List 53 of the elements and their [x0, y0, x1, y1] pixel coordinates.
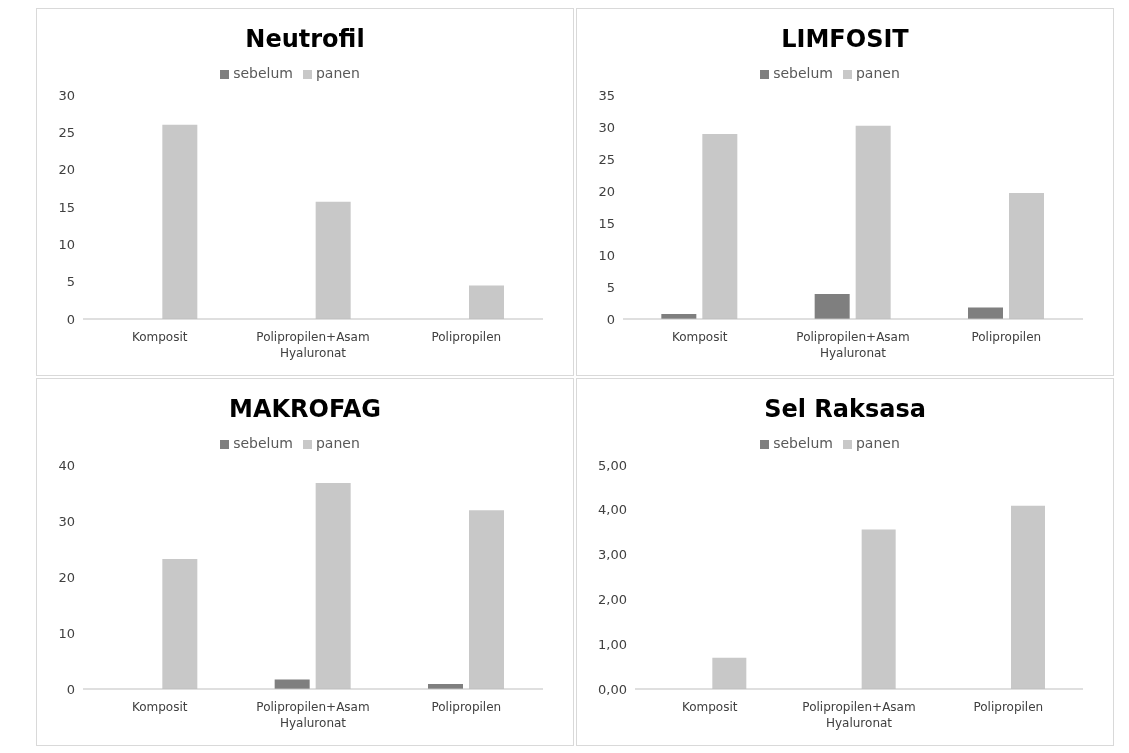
- y-tick-label: 10: [58, 625, 75, 641]
- chart-title: LIMFOSIT: [780, 24, 910, 55]
- y-tick-label: 0: [66, 311, 75, 327]
- chart-title: MAKROFAG: [228, 394, 382, 425]
- legend-label: panen: [855, 65, 900, 81]
- y-tick-label: 10: [598, 247, 615, 263]
- y-tick-label: 4,00: [598, 502, 627, 518]
- y-tick-label: 0: [66, 681, 75, 697]
- y-tick-label: 30: [58, 513, 75, 529]
- bar: [274, 679, 310, 689]
- x-tick-label: Polipropilen+Asam Hyaluronat: [796, 330, 910, 360]
- y-tick-label: 0,00: [598, 681, 627, 697]
- x-tick-label: Polipropilen: [971, 330, 1042, 344]
- x-tick-label: Komposit: [131, 330, 188, 344]
- y-tick-label: 2,00: [598, 592, 627, 608]
- y-tick-label: 30: [58, 87, 75, 103]
- x-tick-label: Komposit: [681, 700, 738, 714]
- chart-title: Neutrofil: [244, 24, 366, 55]
- legend-label: sebelum: [773, 65, 833, 81]
- x-tick-label: Polipropilen: [431, 700, 502, 714]
- y-tick-label: 0: [606, 311, 615, 327]
- x-tick-label: Komposit: [671, 330, 728, 344]
- y-tick-label: 30: [598, 119, 615, 135]
- y-tick-label: 5,00: [598, 457, 627, 473]
- legend-label: panen: [855, 435, 900, 451]
- y-tick-label: 3,00: [598, 547, 627, 563]
- y-tick-label: 15: [598, 215, 615, 231]
- legend-label: sebelum: [233, 65, 293, 81]
- y-tick-label: 5: [606, 279, 615, 295]
- y-tick-label: 15: [58, 199, 75, 215]
- x-tick-label: Polipropilen+Asam Hyaluronat: [802, 700, 916, 730]
- y-tick-label: 25: [58, 124, 75, 140]
- x-tick-label: Polipropilen+Asam Hyaluronat: [256, 700, 370, 730]
- legend-label: panen: [315, 65, 360, 81]
- y-tick-label: 10: [58, 236, 75, 252]
- y-tick-label: 25: [598, 151, 615, 167]
- bar: [814, 294, 850, 319]
- x-tick-label: Polipropilen: [431, 330, 502, 344]
- x-tick-label: Komposit: [131, 700, 188, 714]
- y-tick-label: 20: [58, 569, 75, 585]
- y-tick-label: 40: [58, 457, 75, 473]
- y-tick-label: 35: [598, 87, 615, 103]
- legend-label: sebelum: [773, 435, 833, 451]
- chart-title: Sel Raksasa: [763, 394, 927, 425]
- y-tick-label: 5: [66, 274, 75, 290]
- y-tick-label: 1,00: [598, 636, 627, 652]
- legend-label: panen: [315, 435, 360, 451]
- y-tick-label: 20: [58, 162, 75, 178]
- legend-label: sebelum: [233, 435, 293, 451]
- bar: [968, 307, 1003, 319]
- x-tick-label: Polipropilen: [973, 700, 1044, 714]
- x-tick-label: Polipropilen+Asam Hyaluronat: [256, 330, 370, 360]
- y-tick-label: 20: [598, 183, 615, 199]
